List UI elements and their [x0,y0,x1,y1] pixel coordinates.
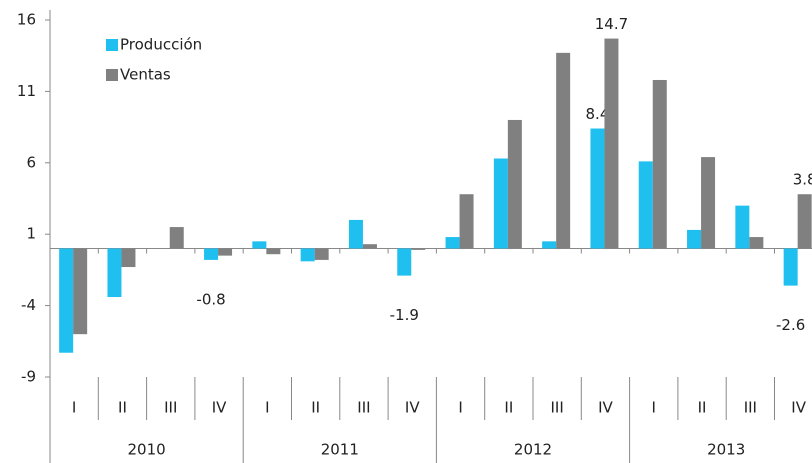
bar [252,241,267,249]
bar [638,161,653,249]
x-tick-label: I [652,399,656,417]
legend-label: Ventas [120,66,171,84]
x-tick-label: II [118,399,127,417]
bar [204,248,219,260]
bar [735,205,750,249]
bar [348,219,363,249]
y-tick-label: -4 [21,296,36,314]
bar [797,194,812,249]
bar [300,248,315,262]
y-tick-label: 6 [26,153,36,171]
y-tick-label: 11 [17,82,36,100]
bar [783,248,798,286]
bar [169,227,184,249]
bar [493,158,508,249]
bar [59,248,74,353]
bar [397,248,412,276]
bar [411,248,426,250]
bar [749,237,764,249]
bar [556,52,571,249]
x-tick-label: IV [405,399,420,417]
bar [107,248,122,298]
x-tick-label: IV [791,399,806,417]
x-tick-label: III [551,399,564,417]
bar [701,157,716,249]
y-tick-label: 1 [26,225,36,243]
bar [314,248,329,260]
data-label: -0.8 [196,290,225,308]
group-label: 2013 [707,441,745,459]
bar [445,237,460,249]
bar [218,248,233,256]
x-tick-label: III [164,399,177,417]
bar [362,244,377,249]
data-label: -1.9 [390,306,419,324]
legend-swatch [106,69,118,81]
x-tick-label: I [458,399,462,417]
bar [590,128,605,249]
legend-label: Producción [120,36,202,54]
x-tick-label: IV [212,399,227,417]
group-label: 2012 [514,441,552,459]
bar [604,38,619,249]
x-tick-label: III [744,399,757,417]
y-tick-label: 16 [17,11,36,29]
bar [542,241,557,249]
bar [121,248,136,268]
x-tick-label: II [311,399,320,417]
data-label: -2.6 [776,316,805,334]
x-tick-label: III [357,399,370,417]
x-tick-label: I [265,399,269,417]
y-tick-label: -9 [21,368,36,386]
legend-swatch [106,39,118,51]
data-label: 3.8 [793,171,812,189]
bar [266,248,281,255]
bar [652,79,667,249]
x-tick-label: IV [598,399,613,417]
bar [507,119,522,249]
data-label: 8.4 [586,105,610,123]
data-label: 14.7 [595,15,628,33]
bar [73,248,88,335]
x-tick-label: II [504,399,513,417]
x-tick-label: II [698,399,707,417]
bar [459,194,474,249]
group-label: 2011 [321,441,359,459]
x-tick-label: I [72,399,76,417]
group-label: 2010 [128,441,166,459]
bar [687,229,702,249]
